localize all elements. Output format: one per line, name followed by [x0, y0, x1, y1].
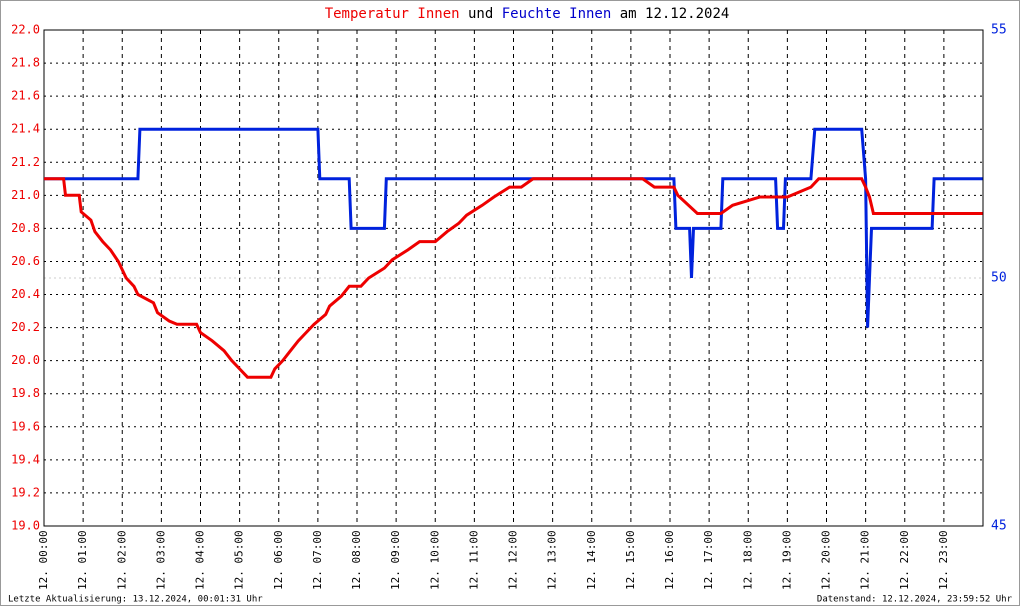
- x-tick-label: 12. 16:00: [663, 530, 676, 590]
- y-tick-label: 19.2: [11, 485, 40, 499]
- title-part: Temperatur Innen: [325, 6, 460, 22]
- x-tick-label: 12. 23:00: [937, 530, 950, 590]
- line-series: [44, 177, 983, 379]
- title-part: am 12.12.2024: [620, 6, 730, 22]
- y-tick-label: 20.2: [11, 320, 40, 334]
- x-tick-label: 12. 07:00: [311, 530, 324, 590]
- x-tick-label: 12. 09:00: [389, 530, 402, 590]
- x-tick-label: 12. 03:00: [154, 530, 167, 590]
- x-tick-label: 12. 12:00: [507, 530, 520, 590]
- y-tick-label: 21.2: [11, 155, 40, 169]
- x-tick-label: 12. 04:00: [194, 530, 207, 590]
- x-tick-label: 12. 06:00: [272, 530, 285, 590]
- x-tick-label: 12. 00:00: [37, 530, 50, 590]
- y2-tick-label: 50: [991, 271, 1007, 286]
- x-tick-label: 12. 17:00: [702, 530, 715, 590]
- y-tick-label: 21.8: [11, 56, 40, 70]
- y-tick-label: 19.4: [11, 452, 40, 466]
- y-tick-label: 21.0: [11, 188, 40, 202]
- x-tick-label: 12. 02:00: [115, 530, 128, 590]
- y-tick-label: 20.4: [11, 287, 40, 301]
- y2-tick-label: 45: [991, 519, 1007, 534]
- x-tick-label: 12. 15:00: [624, 530, 637, 590]
- footer-left: Letzte Aktualisierung: 13.12.2024, 00:01…: [8, 595, 263, 605]
- x-tick-label: 12. 05:00: [233, 530, 246, 590]
- chart-title: Temperatur Innen und Feuchte Innen am 12…: [325, 6, 730, 22]
- x-tick-label: 12. 19:00: [780, 530, 793, 590]
- y2-tick-label: 55: [991, 23, 1007, 38]
- x-tick-label: 12. 01:00: [76, 530, 89, 590]
- line-series: [44, 127, 983, 328]
- y-tick-label: 20.8: [11, 221, 40, 235]
- footer-right: Datenstand: 12.12.2024, 23:59:52 Uhr: [817, 595, 1013, 605]
- y-tick-label: 19.0: [11, 519, 40, 533]
- x-tick-label: 12. 11:00: [467, 530, 480, 590]
- x-tick-label: 12. 21:00: [859, 530, 872, 590]
- x-tick-label: 12. 13:00: [546, 530, 559, 590]
- y-tick-label: 19.6: [11, 419, 40, 433]
- title-part: und: [468, 6, 493, 22]
- y-tick-label: 20.6: [11, 254, 40, 268]
- x-tick-label: 12. 20:00: [820, 530, 833, 590]
- plot-border: [43, 29, 984, 527]
- title-part: Feuchte Innen: [502, 6, 612, 22]
- x-tick-label: 12. 14:00: [585, 530, 598, 590]
- y-tick-label: 19.8: [11, 386, 40, 400]
- x-tick-label: 12. 10:00: [428, 530, 441, 590]
- x-tick-label: 12. 22:00: [898, 530, 911, 590]
- y-tick-label: 21.6: [11, 89, 40, 103]
- x-tick-label: 12. 18:00: [741, 530, 754, 590]
- y-tick-label: 20.0: [11, 353, 40, 367]
- y-tick-label: 21.4: [11, 122, 40, 136]
- y-tick-label: 22.0: [11, 23, 40, 37]
- x-tick-label: 12. 08:00: [350, 530, 363, 590]
